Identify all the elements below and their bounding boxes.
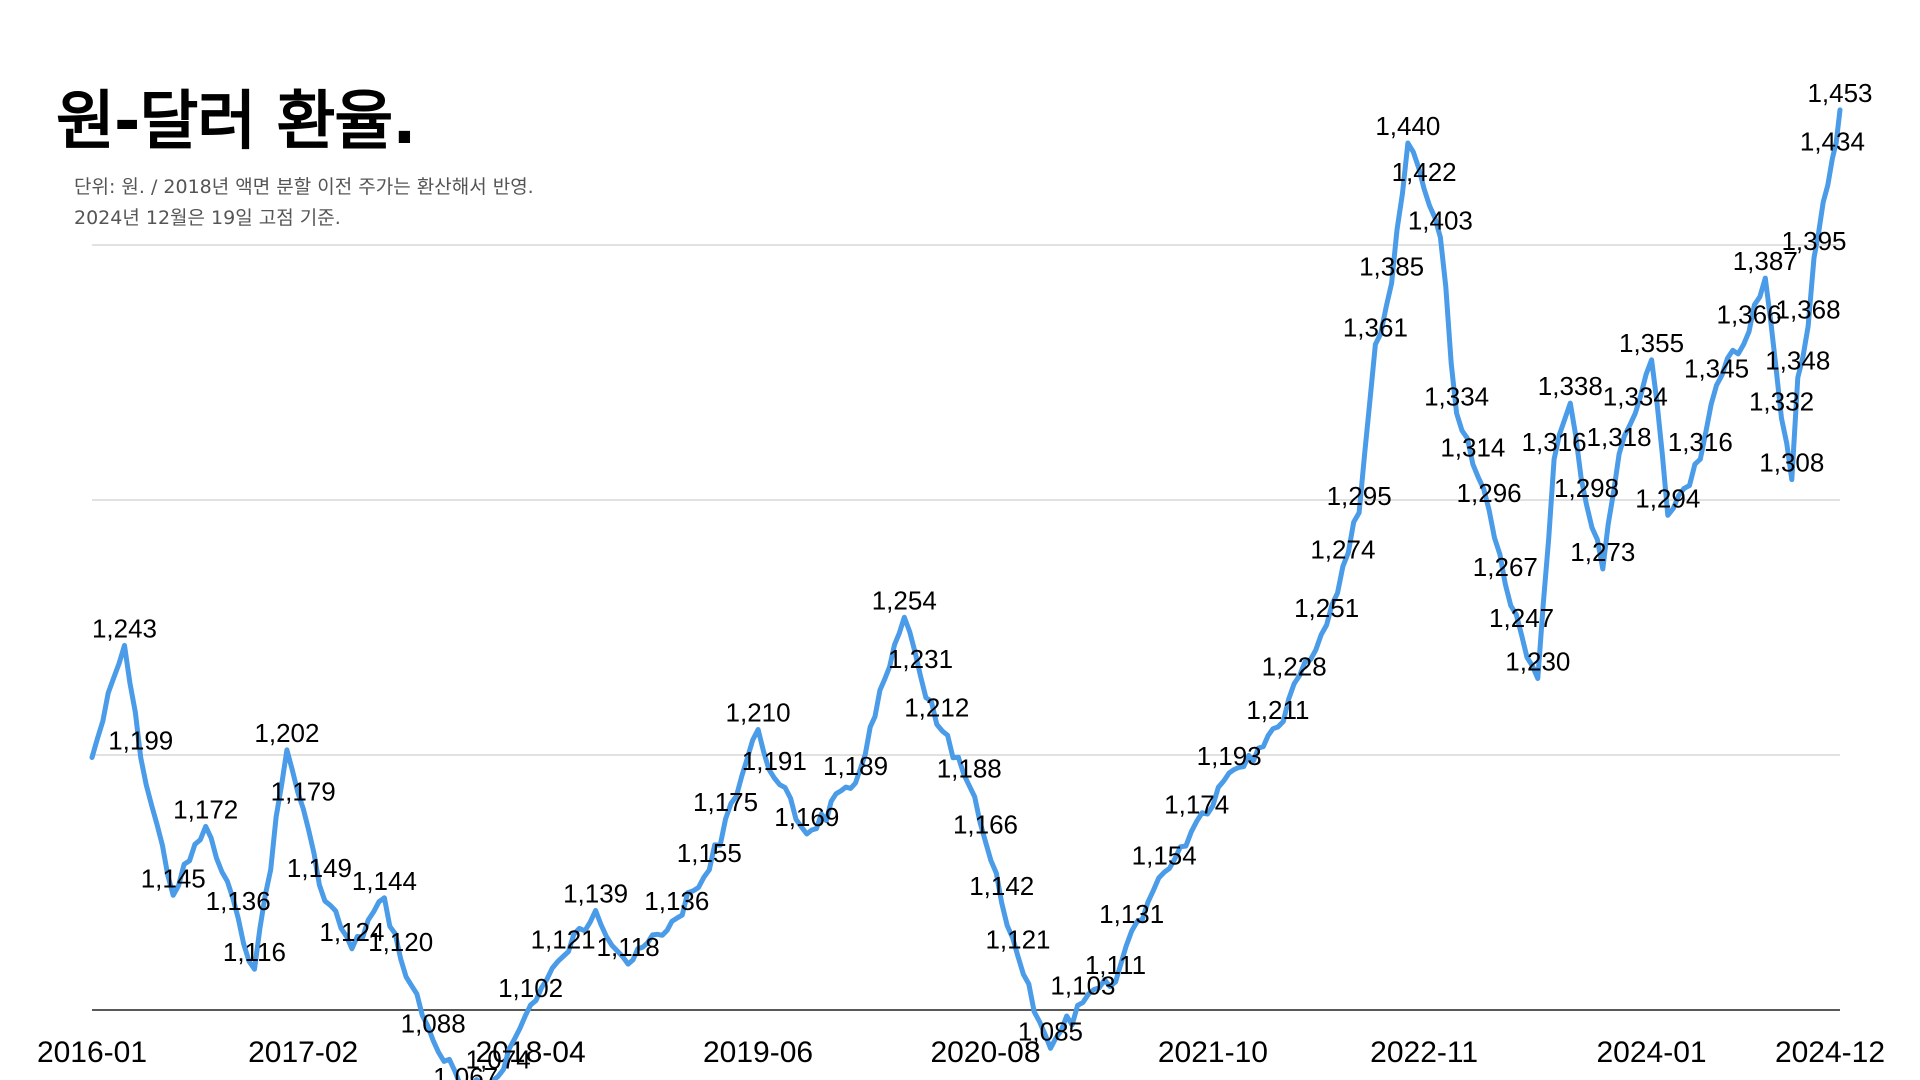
data-label: 1,230 xyxy=(1505,647,1570,677)
data-label: 1,332 xyxy=(1749,386,1814,416)
data-label: 1,366 xyxy=(1716,300,1781,330)
data-label: 1,361 xyxy=(1343,312,1408,342)
data-label: 1,139 xyxy=(563,879,628,909)
data-label: 1,145 xyxy=(141,863,206,893)
subtitle-line-2: 2024년 12월은 19일 고점 기준. xyxy=(74,207,341,229)
data-label: 1,334 xyxy=(1603,381,1668,411)
data-label: 1,273 xyxy=(1570,537,1635,567)
data-label: 1,274 xyxy=(1310,534,1375,564)
data-label: 1,211 xyxy=(1246,695,1309,725)
data-label: 1,295 xyxy=(1327,481,1392,511)
data-label: 1,294 xyxy=(1635,483,1700,513)
data-label: 1,334 xyxy=(1424,381,1489,411)
data-label: 1,385 xyxy=(1359,251,1424,281)
chart-subtitle: 단위: 원. / 2018년 액면 분할 이전 주가는 환산해서 반영. 202… xyxy=(74,172,534,234)
data-label: 1,202 xyxy=(254,718,319,748)
data-label: 1,074 xyxy=(466,1044,531,1074)
data-label: 1,067 xyxy=(433,1062,498,1080)
data-label: 1,120 xyxy=(368,927,433,957)
data-label: 1,453 xyxy=(1807,78,1872,108)
data-label: 1,318 xyxy=(1587,422,1652,452)
data-label: 1,191 xyxy=(742,746,807,776)
x-tick-label: 2017-02 xyxy=(248,1036,358,1069)
data-label: 1,121 xyxy=(985,924,1050,954)
data-label: 1,314 xyxy=(1440,432,1505,462)
data-label: 1,296 xyxy=(1457,478,1522,508)
data-label: 1,316 xyxy=(1668,427,1733,457)
x-tick-label: 2022-11 xyxy=(1370,1036,1478,1069)
data-label: 1,251 xyxy=(1294,593,1359,623)
data-label: 1,155 xyxy=(677,838,742,868)
data-label: 1,131 xyxy=(1099,899,1164,929)
data-label: 1,175 xyxy=(693,787,758,817)
data-label: 1,179 xyxy=(271,777,336,807)
x-tick-label: 2016-01 xyxy=(37,1036,147,1069)
data-label: 1,085 xyxy=(1018,1016,1083,1046)
data-label: 1,403 xyxy=(1408,205,1473,235)
data-labels: 1,2431,1991,1721,1451,1361,1161,2021,179… xyxy=(92,78,1873,1080)
data-label: 1,166 xyxy=(953,810,1018,840)
data-label: 1,348 xyxy=(1765,346,1830,376)
data-label: 1,387 xyxy=(1733,246,1798,276)
data-label: 1,368 xyxy=(1776,295,1841,325)
data-label: 1,395 xyxy=(1781,226,1846,256)
data-label: 1,136 xyxy=(644,886,709,916)
data-label: 1,142 xyxy=(969,871,1034,901)
data-label: 1,188 xyxy=(937,754,1002,784)
data-label: 1,316 xyxy=(1522,427,1587,457)
data-label: 1,136 xyxy=(206,886,271,916)
data-label: 1,124 xyxy=(319,917,384,947)
data-label: 1,154 xyxy=(1132,840,1197,870)
data-label: 1,088 xyxy=(401,1009,466,1039)
data-label: 1,169 xyxy=(774,802,839,832)
data-label: 1,228 xyxy=(1262,652,1327,682)
data-label: 1,212 xyxy=(904,692,969,722)
data-label: 1,434 xyxy=(1800,126,1865,156)
series-line xyxy=(89,107,1843,1080)
data-label: 1,210 xyxy=(726,698,791,728)
data-label: 1,199 xyxy=(108,726,173,756)
chart-title: 원-달러 환율. xyxy=(56,85,417,159)
data-label: 1,267 xyxy=(1473,552,1538,582)
data-label: 1,193 xyxy=(1197,741,1262,771)
data-label: 1,231 xyxy=(888,644,953,674)
data-label: 1,149 xyxy=(287,853,352,883)
x-tick-label: 2021-10 xyxy=(1158,1036,1268,1069)
data-label: 1,172 xyxy=(173,794,238,824)
x-tick-label: 2024-12 xyxy=(1775,1036,1885,1069)
x-axis-ticks: 2016-01 2017-02 2018-04 2019-06 2020-08 2021-… xyxy=(37,1036,1885,1069)
data-label: 1,144 xyxy=(352,866,417,896)
data-label: 1,247 xyxy=(1489,603,1554,633)
data-label: 1,422 xyxy=(1392,157,1457,187)
data-label: 1,116 xyxy=(223,937,286,967)
data-label: 1,118 xyxy=(597,932,660,962)
data-label: 1,440 xyxy=(1375,111,1440,141)
data-label: 1,189 xyxy=(823,751,888,781)
x-tick-label: 2018-04 xyxy=(476,1036,586,1069)
data-label: 1,103 xyxy=(1050,970,1115,1000)
data-label: 1,345 xyxy=(1684,353,1749,383)
data-label: 1,174 xyxy=(1164,789,1229,819)
data-label: 1,111 xyxy=(1085,950,1146,980)
data-label: 1,338 xyxy=(1538,371,1603,401)
data-label: 1,254 xyxy=(872,585,937,615)
data-label: 1,102 xyxy=(498,973,563,1003)
x-tick-label: 2020-08 xyxy=(930,1036,1040,1069)
data-label: 1,121 xyxy=(531,924,596,954)
x-tick-label: 2019-06 xyxy=(703,1036,813,1069)
subtitle-line-1: 단위: 원. / 2018년 액면 분할 이전 주가는 환산해서 반영. xyxy=(74,176,534,198)
data-label: 1,355 xyxy=(1619,328,1684,358)
data-label: 1,243 xyxy=(92,613,157,643)
gridlines xyxy=(92,244,1840,756)
x-tick-label: 2024-01 xyxy=(1596,1036,1706,1069)
data-label: 1,298 xyxy=(1554,473,1619,503)
data-label: 1,308 xyxy=(1759,448,1824,478)
